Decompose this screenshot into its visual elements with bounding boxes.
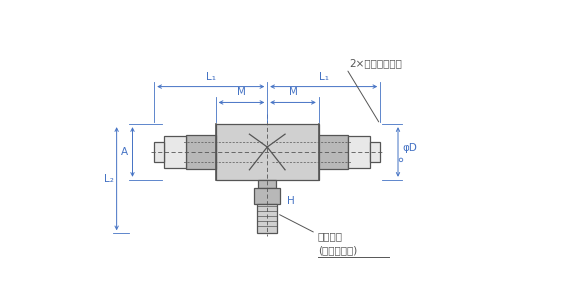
Bar [186, 135, 216, 169]
Bar [258, 180, 276, 188]
Text: M: M [237, 88, 246, 98]
Text: M: M [289, 88, 297, 98]
Text: 接続ねじ: 接続ねじ [318, 231, 343, 241]
Bar [257, 203, 277, 233]
Bar [319, 135, 349, 169]
Bar [349, 136, 370, 168]
Bar [154, 142, 164, 162]
Text: L₁: L₁ [206, 72, 216, 82]
Text: H: H [287, 196, 295, 206]
Bar [216, 124, 319, 180]
Text: (シール剤付): (シール剤付) [318, 245, 357, 255]
Bar [370, 142, 380, 162]
Text: L₂: L₂ [104, 174, 114, 184]
Bar [164, 136, 186, 168]
Text: L₁: L₁ [319, 72, 329, 82]
Text: A: A [121, 147, 128, 157]
Text: 2×適用チューブ: 2×適用チューブ [349, 58, 402, 68]
Bar [254, 188, 280, 203]
Text: φD: φD [402, 143, 417, 153]
